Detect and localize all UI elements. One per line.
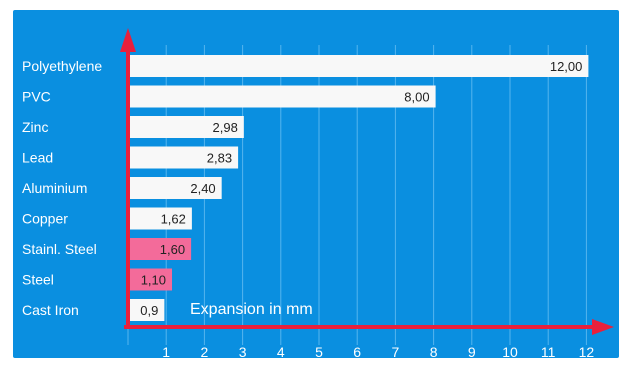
- bar: [128, 238, 192, 260]
- value-label: 8,00: [404, 90, 429, 105]
- category-label: PVC: [22, 89, 51, 105]
- value-label: 1,60: [160, 242, 185, 257]
- axes-group: [120, 28, 614, 335]
- bar: [128, 268, 173, 291]
- grid-lines: [127, 45, 587, 345]
- category-label: Lead: [22, 150, 53, 166]
- bar: [128, 85, 436, 108]
- x-tick-label: 9: [468, 344, 476, 360]
- bar: [128, 55, 589, 77]
- x-axis-label: Expansion in mm: [190, 301, 313, 318]
- x-tick-label: 7: [392, 344, 400, 360]
- bar: [128, 146, 239, 169]
- category-label: Cast Iron: [22, 302, 79, 318]
- x-tick-label: 10: [502, 344, 518, 360]
- bar: [128, 116, 244, 138]
- category-label: Aluminium: [22, 180, 87, 196]
- category-label: Copper: [22, 211, 68, 227]
- value-label: 2,83: [207, 151, 232, 166]
- x-tick-label: 5: [315, 344, 323, 360]
- x-tick-label: 2: [201, 344, 209, 360]
- x-tick-label: 8: [430, 344, 438, 360]
- category-label: Steel: [22, 272, 54, 288]
- x-tick-label: 12: [579, 344, 595, 360]
- value-label: 1,10: [141, 273, 166, 288]
- bars-group: [128, 55, 589, 321]
- x-tick-labels: 1 2 3 4 5 6 7 8 9 10 11 12: [162, 344, 594, 360]
- x-axis-arrowhead: [592, 319, 614, 335]
- category-labels: Polyethylene PVC Zinc Lead Aluminium Copper St…: [22, 58, 102, 318]
- bar: [128, 177, 222, 199]
- value-label: 12,00: [550, 59, 583, 74]
- category-label: Polyethylene: [22, 58, 102, 74]
- x-tick-label: 1: [162, 344, 170, 360]
- bar: [128, 299, 165, 321]
- value-label: 2,40: [190, 181, 215, 196]
- x-tick-label: 4: [277, 344, 285, 360]
- category-label: Zinc: [22, 119, 48, 135]
- bar: [128, 207, 192, 230]
- category-label: Stainl. Steel: [22, 241, 97, 257]
- value-label: 1,62: [161, 212, 186, 227]
- x-tick-label: 3: [239, 344, 247, 360]
- value-labels: 12,00 8,00 2,98 2,83 2,40 1,62 1,60 1,10 0,9: [140, 59, 582, 318]
- value-label: 2,98: [213, 120, 238, 135]
- value-label: 0,9: [140, 303, 158, 318]
- x-tick-label: 6: [353, 344, 361, 360]
- x-tick-label: 11: [541, 344, 556, 360]
- y-axis-arrowhead: [120, 28, 136, 52]
